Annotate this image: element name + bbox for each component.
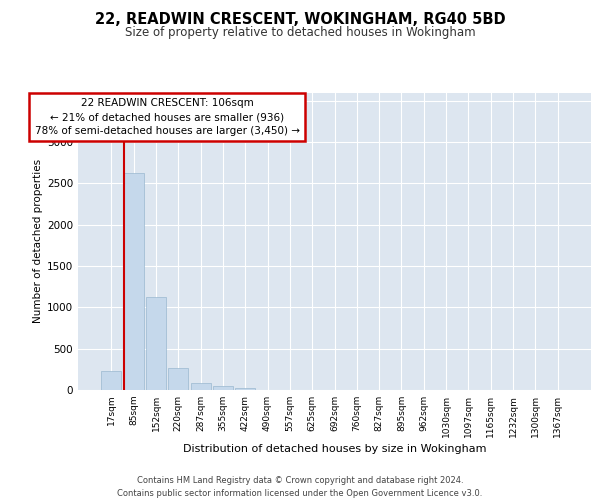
Bar	[191, 382, 211, 390]
Bar	[213, 386, 233, 390]
Y-axis label: Number of detached properties: Number of detached properties	[33, 159, 43, 324]
Text: 22, READWIN CRESCENT, WOKINGHAM, RG40 5BD: 22, READWIN CRESCENT, WOKINGHAM, RG40 5B…	[95, 12, 505, 28]
Bar	[101, 371, 121, 390]
Text: Contains HM Land Registry data © Crown copyright and database right 2024.
Contai: Contains HM Land Registry data © Crown c…	[118, 476, 482, 498]
Bar	[235, 388, 255, 390]
X-axis label: Distribution of detached houses by size in Wokingham: Distribution of detached houses by size …	[183, 444, 486, 454]
Bar	[146, 296, 166, 390]
Bar	[124, 172, 144, 390]
Text: 22 READWIN CRESCENT: 106sqm
← 21% of detached houses are smaller (936)
78% of se: 22 READWIN CRESCENT: 106sqm ← 21% of det…	[35, 98, 299, 136]
Bar	[168, 368, 188, 390]
Text: Size of property relative to detached houses in Wokingham: Size of property relative to detached ho…	[125, 26, 475, 39]
